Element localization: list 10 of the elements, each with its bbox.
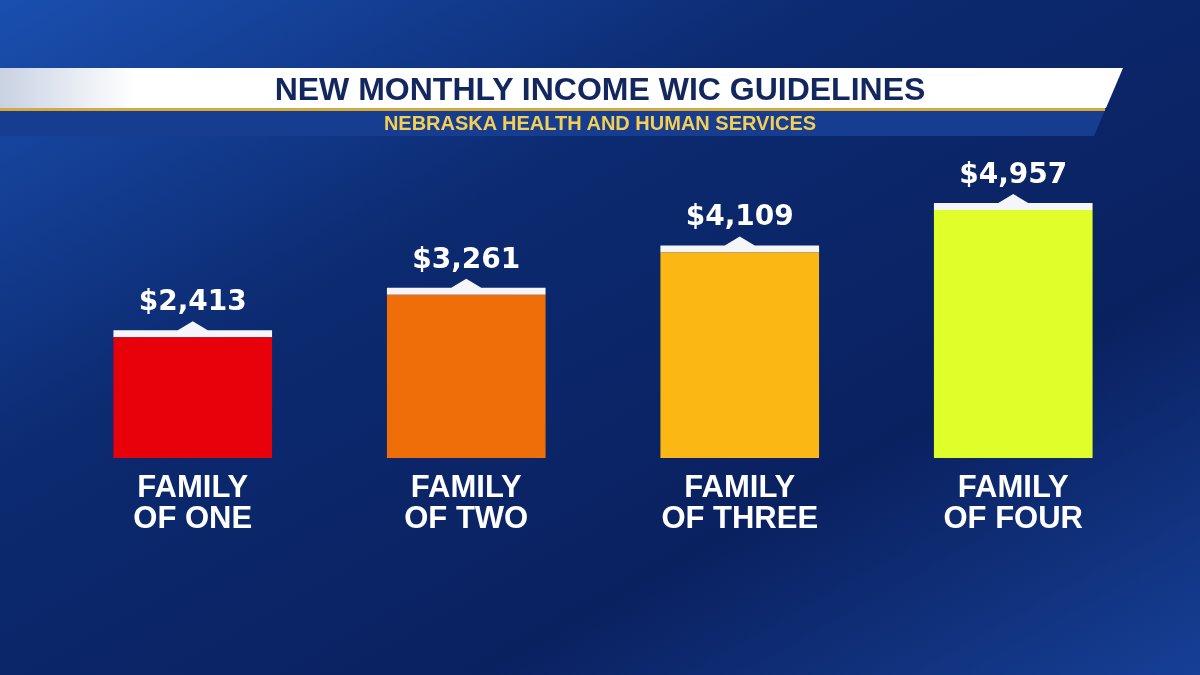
data-label: $3,261 xyxy=(412,241,521,275)
x-tick-label: FAMILY OF TWO xyxy=(404,469,529,535)
chart-title: NEW MONTHLY INCOME WIC GUIDELINES xyxy=(274,71,926,107)
data-label: $4,109 xyxy=(685,199,794,233)
data-label: $4,957 xyxy=(959,157,1068,190)
data-label: $2,413 xyxy=(138,284,247,318)
chart-subtitle: NEBRASKA HEALTH AND HUMAN SERVICES xyxy=(383,112,817,134)
x-tick-label: FAMILY OF FOUR xyxy=(943,469,1083,535)
x-tick-label: FAMILY OF ONE xyxy=(133,469,253,535)
x-tick-label: FAMILY OF THREE xyxy=(661,469,819,535)
